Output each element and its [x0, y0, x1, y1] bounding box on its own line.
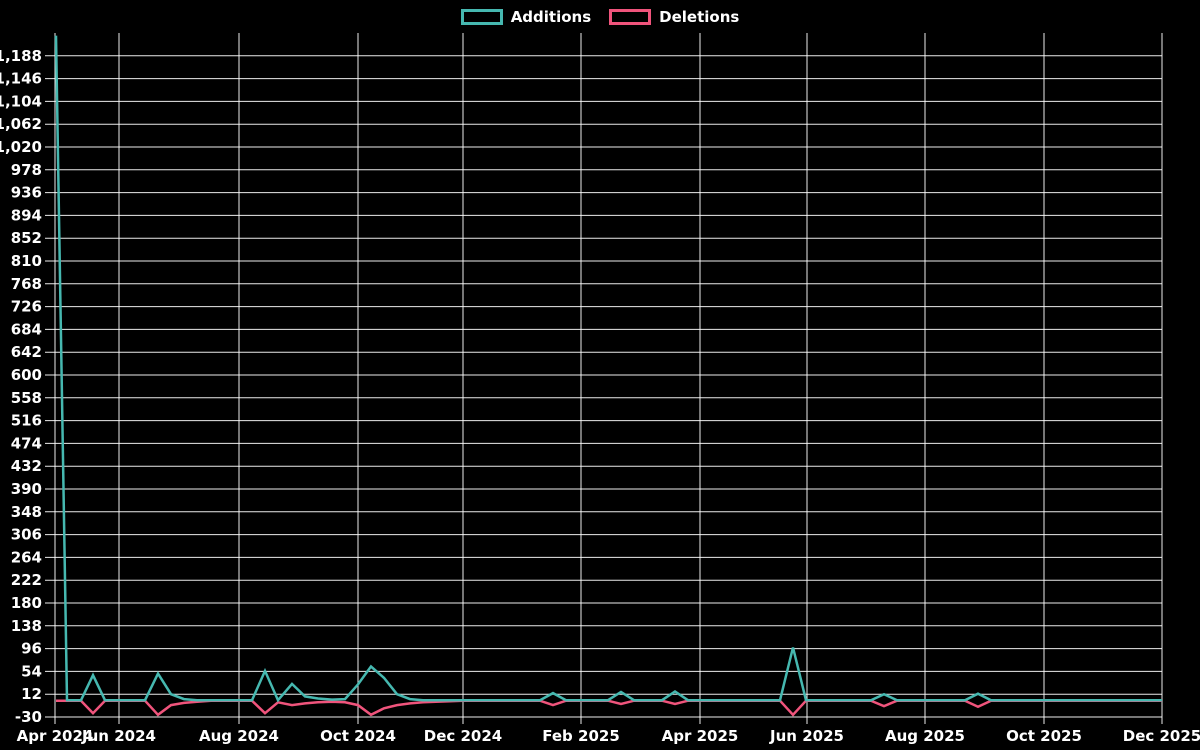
x-tick-label: Jun 2024 — [81, 727, 156, 745]
x-tick-label: Oct 2025 — [1006, 727, 1082, 745]
y-tick-label: 516 — [11, 412, 42, 430]
y-tick-label: 264 — [11, 548, 42, 566]
legend-label-additions: Additions — [510, 8, 592, 26]
x-tick-label: Feb 2025 — [542, 727, 620, 745]
vertical-gridlines — [54, 33, 1163, 724]
y-tick-label: 390 — [11, 480, 42, 498]
chart-legend: Additions Deletions — [0, 9, 1200, 25]
y-tick-label: 222 — [11, 571, 42, 589]
deletions-line — [56, 699, 1162, 717]
y-tick-label: 180 — [11, 594, 42, 612]
data-series — [54, 35, 1162, 717]
y-tick-label: 936 — [11, 184, 42, 202]
legend-item-deletions[interactable]: Deletions — [609, 9, 739, 25]
y-tick-label: 894 — [11, 206, 42, 224]
y-tick-label: 138 — [11, 617, 42, 635]
y-tick-label: 726 — [11, 298, 42, 316]
y-tick-label: 432 — [11, 457, 42, 475]
y-tick-label: 306 — [11, 526, 42, 544]
x-tick-label: Dec 2025 — [1123, 727, 1200, 745]
x-tick-label: Dec 2024 — [424, 727, 503, 745]
y-tick-label: 348 — [11, 503, 42, 521]
y-tick-label: 474 — [11, 434, 42, 452]
y-axis-labels: 1,188 1,146 1,104 1,062 1,020 978 936 894 852 810… — [0, 47, 42, 726]
y-tick-label: 1,020 — [0, 138, 42, 156]
y-tick-label: 1,062 — [0, 115, 42, 133]
additions-swatch-icon — [460, 9, 503, 25]
x-tick-label: Apr 2024 — [17, 727, 94, 745]
y-tick-label: -30 — [15, 708, 42, 726]
y-tick-label: 684 — [11, 320, 42, 338]
horizontal-gridlines — [45, 55, 1162, 718]
y-tick-label: 1,146 — [0, 70, 42, 88]
x-tick-label: Apr 2025 — [662, 727, 739, 745]
y-tick-label: 1,188 — [0, 47, 42, 65]
legend-label-deletions: Deletions — [659, 8, 740, 26]
y-tick-label: 852 — [11, 229, 42, 247]
y-tick-label: 600 — [11, 366, 42, 384]
legend-item-additions[interactable]: Additions — [460, 8, 592, 26]
deletions-swatch-icon — [609, 9, 652, 25]
x-tick-label: Aug 2024 — [199, 727, 279, 745]
x-tick-label: Oct 2024 — [320, 727, 396, 745]
y-tick-label: 558 — [11, 389, 42, 407]
y-tick-label: 642 — [11, 343, 42, 361]
y-tick-label: 810 — [11, 252, 42, 270]
x-tick-label: Jun 2025 — [769, 727, 844, 745]
x-tick-label: Aug 2025 — [885, 727, 965, 745]
y-tick-label: 1,104 — [0, 92, 42, 110]
y-tick-label: 12 — [21, 685, 42, 703]
y-tick-label: 54 — [21, 662, 42, 680]
y-tick-label: 768 — [11, 275, 42, 293]
additions-line — [54, 35, 1162, 703]
y-tick-label: 96 — [21, 640, 42, 658]
y-tick-label: 978 — [11, 161, 42, 179]
